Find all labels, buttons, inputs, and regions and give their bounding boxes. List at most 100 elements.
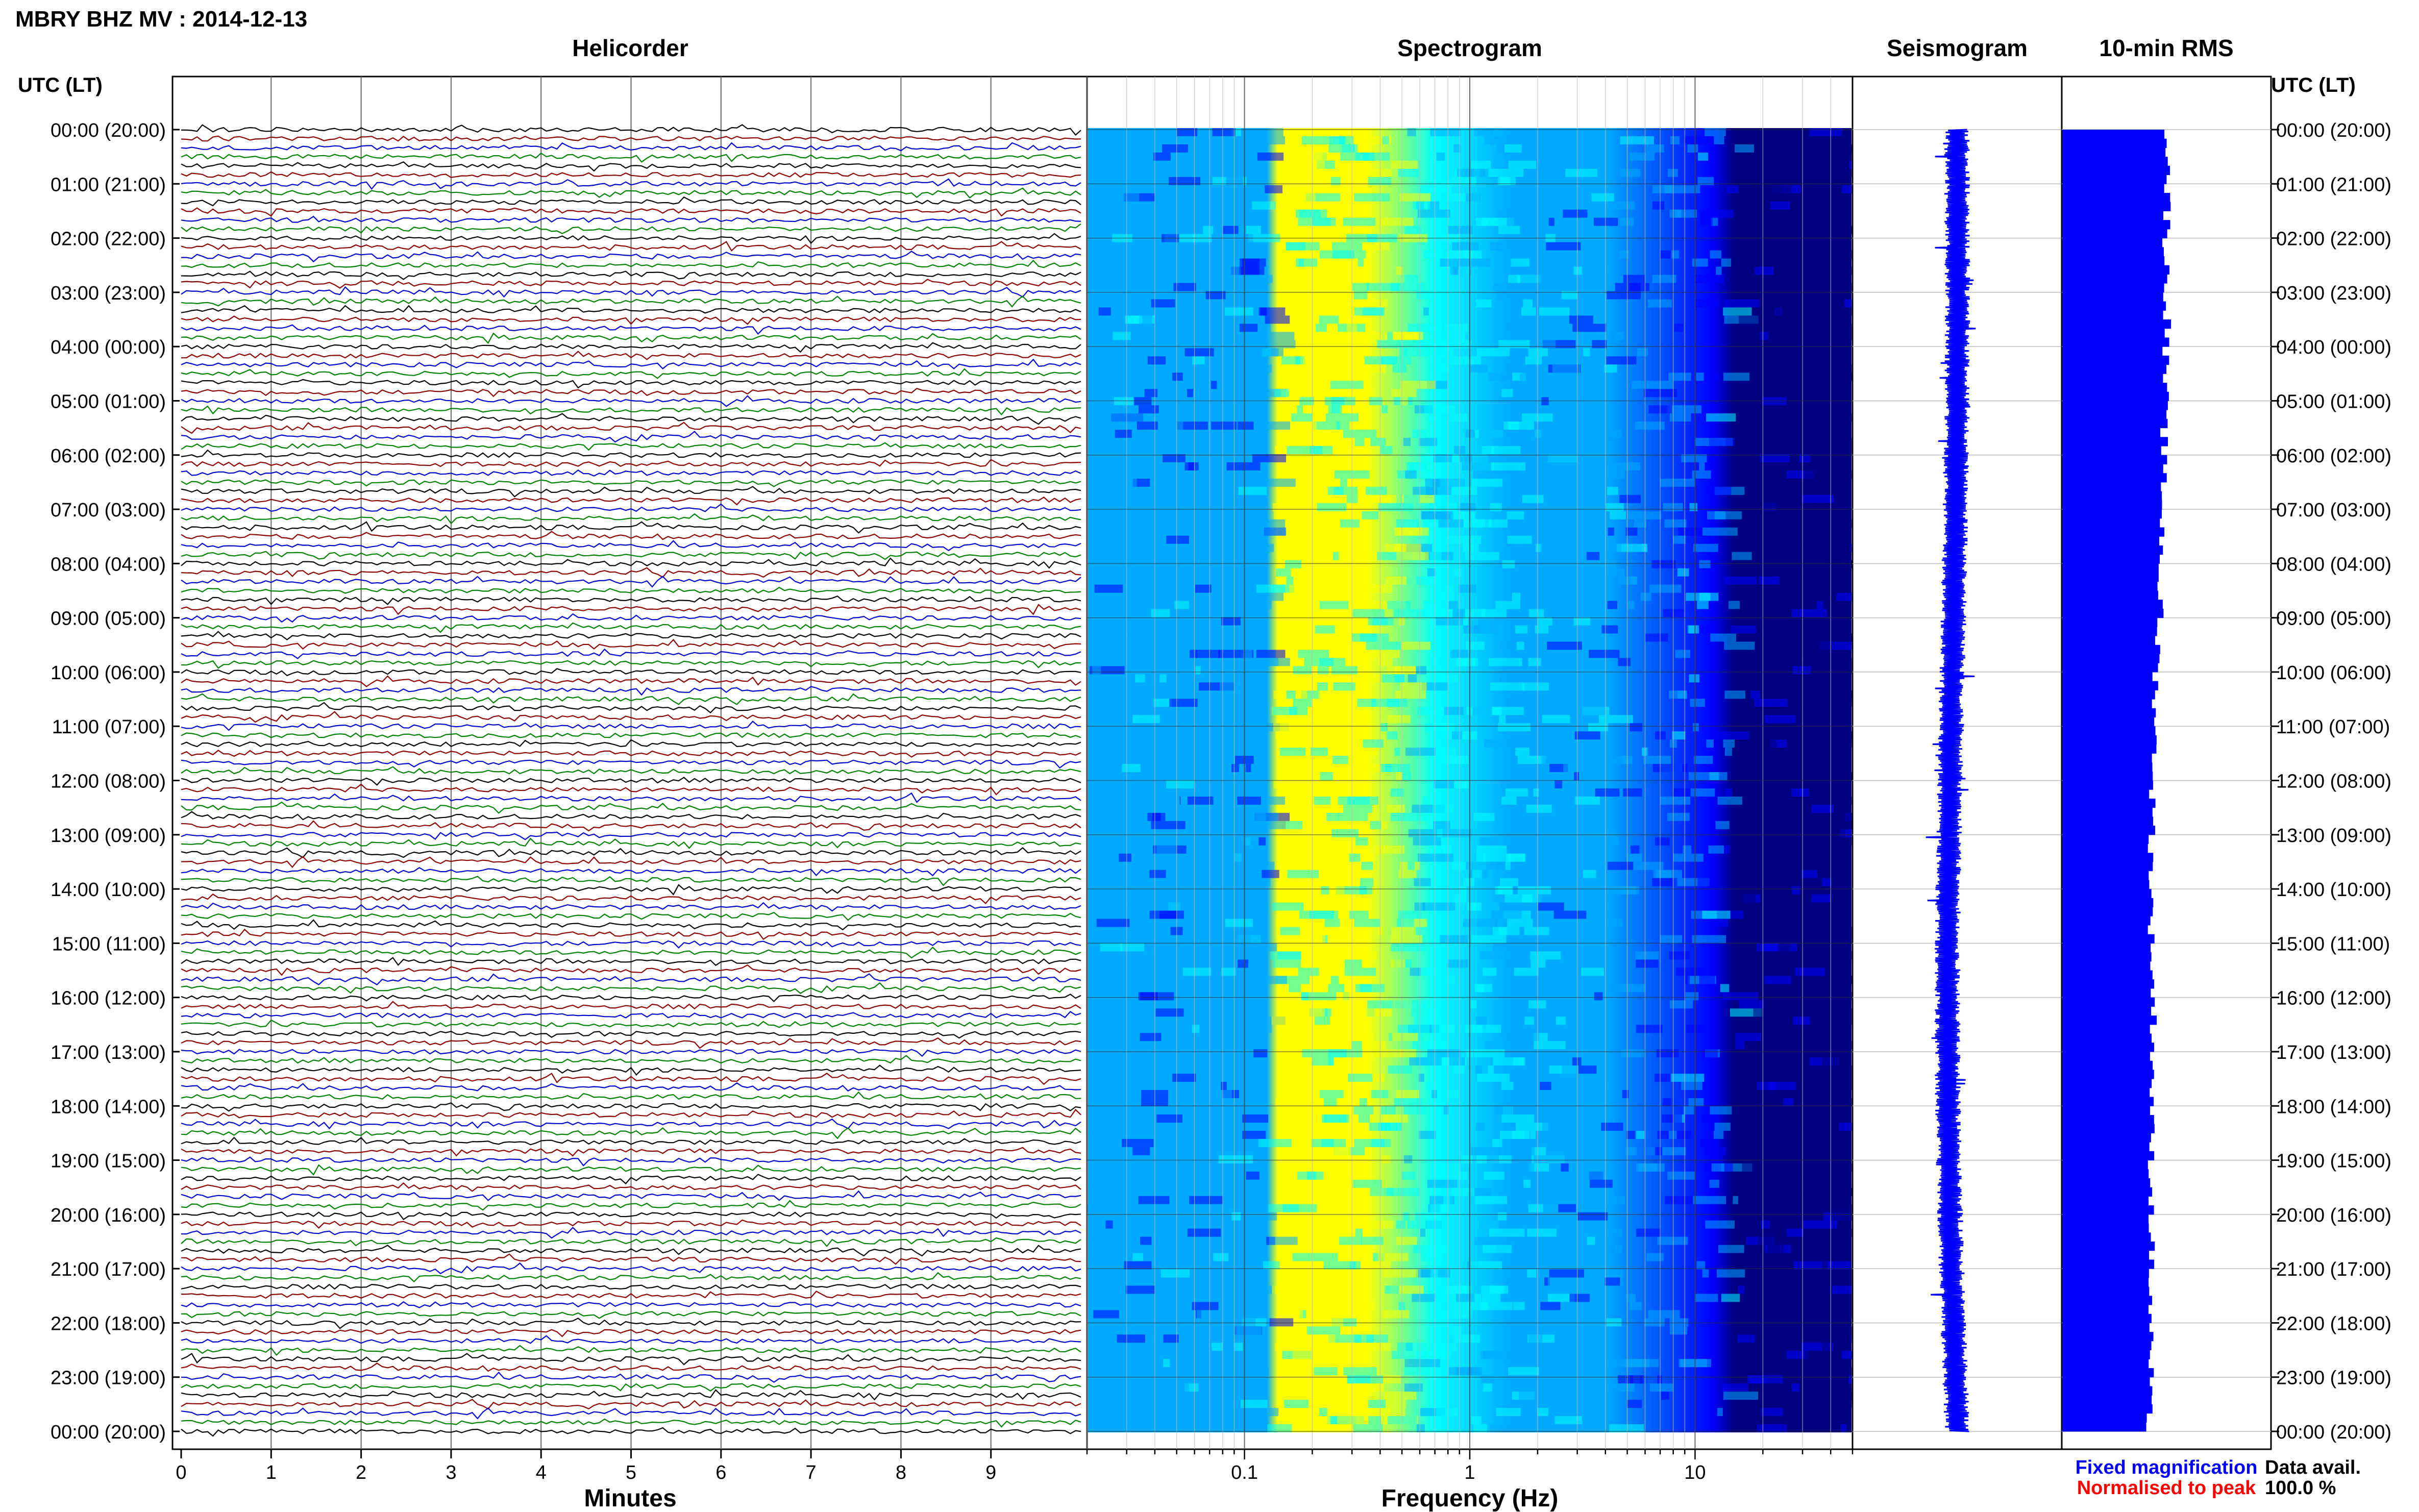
helicorder-trace <box>181 1227 1081 1239</box>
helicorder-trace <box>181 531 1081 540</box>
helicorder-trace <box>181 638 1081 650</box>
spectrogram-x-tick-label: 10 <box>1684 1462 1706 1483</box>
helicorder-trace <box>181 750 1081 758</box>
rms-bar <box>2062 617 2158 627</box>
rms-bar <box>2062 374 2163 383</box>
rms-bar <box>2062 1196 2149 1206</box>
helicorder-x-tick-label: 6 <box>715 1462 726 1483</box>
rms-bar <box>2062 717 2155 727</box>
rms-bar <box>2062 274 2167 284</box>
helicorder-x-tick-label: 9 <box>985 1462 996 1483</box>
helicorder-trace <box>181 1311 1081 1319</box>
helicorder-trace <box>181 295 1081 308</box>
helicorder-trace <box>181 1389 1081 1401</box>
helicorder-trace <box>181 1108 1081 1119</box>
rms-bar <box>2062 816 2154 826</box>
helicorder-trace <box>181 315 1081 325</box>
rms-bar <box>2062 1286 2150 1296</box>
helicorder-trace <box>181 540 1081 552</box>
rms-bar <box>2062 383 2167 392</box>
helicorder-trace <box>181 215 1081 223</box>
rms-bar <box>2062 581 2158 591</box>
rms-bar <box>2062 573 2159 582</box>
helicorder-trace <box>181 171 1081 178</box>
helicorder-trace <box>181 973 1081 985</box>
rms-bar <box>2062 1250 2150 1260</box>
helicorder-trace <box>181 711 1081 723</box>
helicorder-x-tick-label: 0 <box>176 1462 186 1483</box>
helicorder-trace <box>181 675 1081 687</box>
left-time-label: 00:00 (20:00) <box>51 1422 166 1443</box>
legend-normalised-to-peak: Normalised to peak <box>2077 1477 2256 1499</box>
rms-bar <box>2062 1359 2149 1369</box>
rms-bar <box>2062 554 2160 564</box>
helicorder-trace <box>181 648 1081 659</box>
helicorder-trace <box>181 1102 1081 1112</box>
helicorder-trace <box>181 837 1081 849</box>
helicorder-trace <box>181 928 1081 940</box>
helicorder-trace <box>181 207 1081 217</box>
left-time-label: 13:00 (09:00) <box>51 825 166 847</box>
right-time-label: 15:00 (11:00) <box>2276 933 2390 955</box>
helicorder-trace <box>181 358 1081 369</box>
right-time-label: 09:00 (05:00) <box>2276 608 2391 630</box>
rms-bar <box>2062 536 2160 546</box>
left-time-label: 07:00 (03:00) <box>51 500 166 521</box>
left-time-label: 21:00 (17:00) <box>51 1259 166 1280</box>
right-time-label: 00:00 (20:00) <box>2276 1422 2391 1443</box>
right-time-label: 00:00 (20:00) <box>2276 120 2391 141</box>
rms-bar <box>2062 184 2164 193</box>
rms-bar <box>2062 853 2154 862</box>
rms-bar <box>2062 138 2167 148</box>
rms-bar <box>2062 672 2153 682</box>
helicorder-trace <box>181 1037 1081 1049</box>
helicorder-trace <box>181 732 1081 738</box>
rms-bar <box>2062 898 2154 908</box>
rms-bar <box>2062 1205 2154 1215</box>
helicorder-trace <box>181 1182 1081 1192</box>
helicorder-trace <box>181 604 1081 615</box>
helicorder-trace <box>181 251 1081 263</box>
rms-bar <box>2062 1024 2150 1034</box>
right-time-label: 23:00 (19:00) <box>2276 1368 2391 1389</box>
left-time-label: 15:00 (11:00) <box>52 933 166 955</box>
rms-bar <box>2062 283 2164 293</box>
left-time-label: 18:00 (14:00) <box>51 1096 166 1118</box>
rms-bar <box>2062 708 2156 717</box>
rms-bar <box>2062 970 2153 980</box>
rms-bar <box>2062 364 2167 374</box>
rms-bar <box>2062 211 2163 220</box>
helicorder-trace <box>181 1164 1081 1176</box>
rms-bar <box>2062 193 2170 203</box>
rms-bar <box>2062 1033 2152 1043</box>
rms-bar <box>2062 256 2165 266</box>
helicorder-trace <box>181 856 1081 868</box>
helicorder-trace <box>181 1156 1081 1167</box>
helicorder-trace <box>181 442 1081 451</box>
helicorder-trace <box>181 342 1081 353</box>
data-availability-value: 100.0 % <box>2265 1477 2336 1499</box>
rms-bar <box>2062 1133 2151 1143</box>
rms-bar <box>2062 482 2161 492</box>
helicorder-trace <box>181 405 1081 416</box>
rms-bar <box>2062 165 2170 176</box>
rms-bar <box>2062 500 2162 510</box>
rms-bar <box>2062 627 2157 636</box>
rms-bar <box>2062 1060 2153 1070</box>
rms-plot <box>2061 76 2272 1450</box>
helicorder-x-axis: 0 1 2 3 4 5 6 7 8 9 <box>176 1449 996 1483</box>
helicorder-trace <box>181 142 1081 152</box>
right-time-axis: 00:00 (20:00) 01:00 (21:00) 02:00 (22:00) 0… <box>2271 120 2391 1443</box>
legend-fixed-magnification: Fixed magnification <box>2076 1457 2258 1478</box>
left-time-label: 03:00 (23:00) <box>51 283 166 304</box>
spectrogram-xlabel: Frequency (Hz) <box>1381 1485 1559 1512</box>
rms-bar <box>2062 202 2171 211</box>
helicorder-trace <box>181 1049 1081 1057</box>
helicorder-trace <box>181 668 1081 677</box>
rms-bar <box>2062 220 2170 230</box>
helicorder-trace <box>181 1174 1081 1185</box>
rms-bar <box>2062 1241 2155 1251</box>
rms-bar <box>2062 690 2155 700</box>
helicorder-trace <box>181 1030 1081 1039</box>
rms-bar <box>2062 1350 2150 1359</box>
